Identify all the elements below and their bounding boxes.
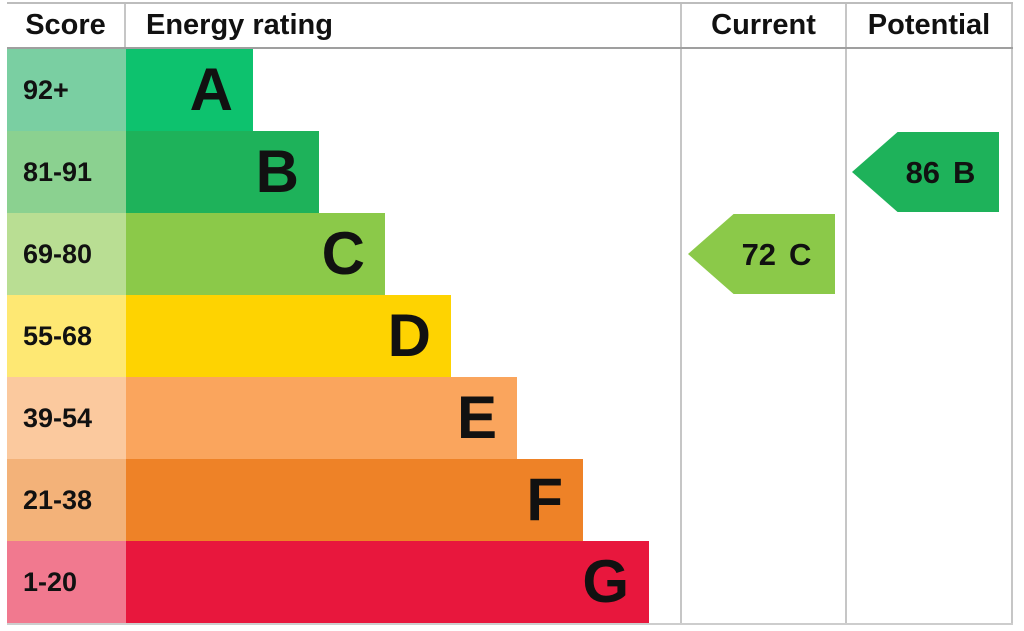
- rating-bar-cell: A: [126, 49, 680, 131]
- current-rating-arrow: 72 C: [688, 214, 835, 294]
- current-cell: [680, 295, 845, 377]
- potential-cell: [845, 541, 1013, 623]
- rating-bar: D: [126, 295, 451, 377]
- energy-rating-header: Energy rating: [146, 9, 333, 41]
- grade-letter: E: [456, 384, 497, 451]
- rating-bar: C: [126, 213, 385, 295]
- rating-bar-cell: F: [126, 459, 680, 541]
- band-rows: 92+ A 81-91 B 86 B 69-80 C 72 C 55-68: [7, 49, 1013, 623]
- current-header: Current: [680, 4, 845, 47]
- epc-energy-rating-chart: Score Energy rating Current Potential 92…: [7, 2, 1013, 625]
- current-score-value: 72: [741, 236, 777, 272]
- rating-bar: G: [126, 541, 649, 623]
- current-cell: [680, 541, 845, 623]
- potential-cell: [845, 295, 1013, 377]
- grade-letter: A: [189, 56, 233, 123]
- potential-cell: [845, 49, 1013, 131]
- potential-rating-arrow: 86 B: [852, 132, 999, 212]
- score-range-label: 69-80: [7, 213, 126, 295]
- potential-cell: [845, 213, 1013, 295]
- rating-bar: B: [126, 131, 319, 213]
- potential-cell: [845, 459, 1013, 541]
- potential-cell: [845, 377, 1013, 459]
- header-row: Score Energy rating Current Potential: [7, 4, 1013, 49]
- score-header: Score: [7, 4, 126, 47]
- current-cell: [680, 377, 845, 459]
- grade-letter: F: [526, 466, 563, 533]
- grade-letter: B: [255, 138, 299, 205]
- rating-bar: A: [126, 49, 253, 131]
- score-range-label: 92+: [7, 49, 126, 131]
- rating-bar-cell: E: [126, 377, 680, 459]
- potential-cell: 86 B: [845, 131, 1013, 213]
- current-cell: [680, 459, 845, 541]
- score-range-label: 39-54: [7, 377, 126, 459]
- band-row: 39-54 E: [7, 377, 1013, 459]
- band-row: 81-91 B 86 B: [7, 131, 1013, 213]
- current-grade-letter: C: [789, 236, 812, 272]
- band-row: 21-38 F: [7, 459, 1013, 541]
- band-row: 69-80 C 72 C: [7, 213, 1013, 295]
- current-cell: 72 C: [680, 213, 845, 295]
- rating-bar-cell: C: [126, 213, 680, 295]
- score-range-label: 21-38: [7, 459, 126, 541]
- rating-bar-cell: B: [126, 131, 680, 213]
- score-range-label: 81-91: [7, 131, 126, 213]
- score-range-label: 1-20: [7, 541, 126, 623]
- band-row: 1-20 G: [7, 541, 1013, 623]
- score-range-label: 55-68: [7, 295, 126, 377]
- rating-bar-cell: D: [126, 295, 680, 377]
- potential-grade-letter: B: [953, 154, 976, 190]
- grade-letter: C: [321, 220, 365, 287]
- current-cell: [680, 131, 845, 213]
- potential-header: Potential: [845, 4, 1013, 47]
- rating-bar-cell: G: [126, 541, 680, 623]
- band-row: 55-68 D: [7, 295, 1013, 377]
- grade-letter: G: [582, 548, 629, 615]
- current-cell: [680, 49, 845, 131]
- grade-letter: D: [387, 302, 431, 369]
- band-row: 92+ A: [7, 49, 1013, 131]
- rating-bar: E: [126, 377, 517, 459]
- rating-bar: F: [126, 459, 583, 541]
- potential-score-value: 86: [905, 154, 941, 190]
